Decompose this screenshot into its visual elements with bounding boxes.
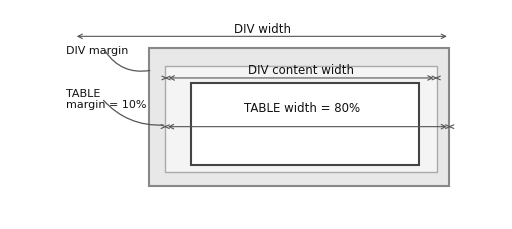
- Text: DIV width: DIV width: [234, 22, 291, 35]
- Text: TABLE width = 80%: TABLE width = 80%: [244, 102, 360, 115]
- Text: DIV margin: DIV margin: [66, 46, 129, 56]
- Text: DIV content width: DIV content width: [248, 64, 354, 76]
- Bar: [191, 84, 419, 165]
- Bar: [165, 66, 437, 172]
- Text: TABLE
margin = 10%: TABLE margin = 10%: [66, 88, 146, 110]
- Bar: [150, 49, 449, 186]
